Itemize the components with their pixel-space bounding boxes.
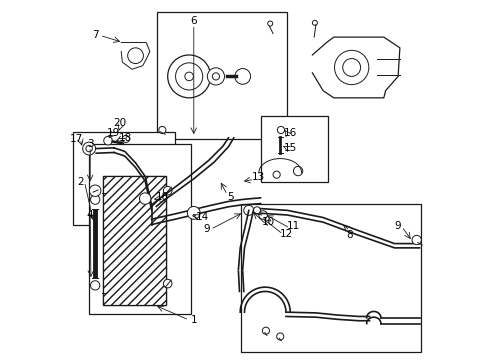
Circle shape bbox=[411, 235, 421, 245]
Text: 13: 13 bbox=[251, 172, 264, 183]
Circle shape bbox=[103, 136, 112, 145]
Text: 11: 11 bbox=[286, 221, 300, 231]
Circle shape bbox=[244, 205, 253, 215]
Bar bbox=[73, 132, 175, 225]
Circle shape bbox=[163, 279, 172, 288]
Circle shape bbox=[163, 186, 172, 195]
Bar bbox=[157, 12, 287, 139]
Text: 14: 14 bbox=[195, 212, 208, 222]
Text: 5: 5 bbox=[227, 192, 234, 202]
Circle shape bbox=[86, 145, 92, 152]
Circle shape bbox=[122, 135, 129, 143]
Circle shape bbox=[334, 50, 368, 85]
Circle shape bbox=[272, 171, 280, 178]
Text: 20: 20 bbox=[113, 118, 126, 128]
Bar bbox=[260, 116, 328, 182]
Circle shape bbox=[175, 63, 203, 90]
Circle shape bbox=[267, 21, 272, 26]
Text: 9: 9 bbox=[203, 224, 210, 234]
Bar bbox=[103, 176, 165, 305]
Circle shape bbox=[127, 48, 143, 64]
Polygon shape bbox=[121, 42, 149, 69]
Text: 8: 8 bbox=[346, 230, 352, 240]
Text: 6: 6 bbox=[190, 16, 197, 26]
Circle shape bbox=[167, 55, 210, 98]
Circle shape bbox=[212, 73, 219, 80]
Text: 18: 18 bbox=[155, 192, 169, 202]
Circle shape bbox=[90, 195, 100, 204]
Circle shape bbox=[159, 126, 165, 134]
Circle shape bbox=[90, 281, 100, 290]
Polygon shape bbox=[312, 37, 399, 98]
Text: 17: 17 bbox=[70, 134, 83, 144]
Circle shape bbox=[234, 68, 250, 84]
Text: 19: 19 bbox=[106, 128, 120, 138]
Text: 7: 7 bbox=[92, 30, 98, 40]
Circle shape bbox=[82, 142, 95, 155]
Circle shape bbox=[293, 166, 302, 176]
Circle shape bbox=[277, 126, 284, 134]
Text: 12: 12 bbox=[280, 229, 293, 239]
Circle shape bbox=[207, 68, 224, 85]
Bar bbox=[241, 204, 421, 352]
Text: 1: 1 bbox=[191, 315, 198, 325]
Text: 18: 18 bbox=[119, 133, 132, 143]
Text: 4: 4 bbox=[87, 210, 93, 220]
Text: 15: 15 bbox=[283, 143, 296, 153]
Text: 16: 16 bbox=[283, 128, 296, 138]
Circle shape bbox=[139, 193, 151, 204]
Circle shape bbox=[262, 327, 269, 334]
Text: 10: 10 bbox=[262, 217, 275, 227]
Circle shape bbox=[89, 185, 101, 197]
Circle shape bbox=[253, 207, 260, 214]
Circle shape bbox=[258, 211, 267, 219]
Circle shape bbox=[276, 333, 283, 340]
Circle shape bbox=[312, 20, 317, 25]
Text: 3: 3 bbox=[87, 139, 93, 149]
Bar bbox=[89, 144, 190, 314]
Text: 9: 9 bbox=[394, 221, 401, 231]
Bar bbox=[103, 176, 165, 305]
Circle shape bbox=[184, 72, 193, 81]
Circle shape bbox=[187, 206, 200, 219]
Circle shape bbox=[342, 59, 360, 76]
Text: 2: 2 bbox=[78, 177, 84, 187]
